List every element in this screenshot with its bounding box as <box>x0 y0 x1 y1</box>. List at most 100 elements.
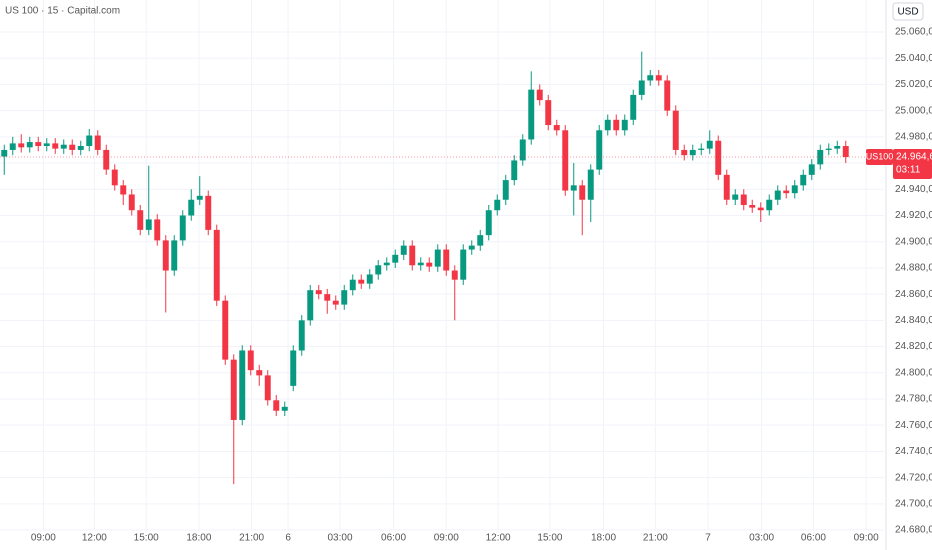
y-tick-label: 24.920,0 <box>895 210 932 221</box>
candle-body <box>409 245 416 266</box>
x-tick-label: 6 <box>285 533 291 544</box>
currency-box[interactable] <box>892 2 924 21</box>
candle-body <box>698 148 705 150</box>
candle-body <box>128 194 135 211</box>
y-tick-label: 24.860,0 <box>895 289 932 300</box>
candle-body <box>791 185 798 194</box>
y-tick-label: 24.760,0 <box>895 420 932 431</box>
candle-body <box>638 80 645 95</box>
candle-body <box>783 190 790 194</box>
candle-body <box>366 274 373 284</box>
x-tick-label: 12:00 <box>486 533 511 544</box>
candle-body <box>392 254 399 263</box>
candle-body <box>511 160 518 181</box>
candle-body <box>188 199 195 216</box>
candle-body <box>332 300 339 305</box>
x-tick-label: 09:00 <box>854 533 879 544</box>
candle-body <box>400 245 407 255</box>
candle-body <box>817 149 824 165</box>
candle-body <box>545 100 552 126</box>
candle-body <box>570 185 577 191</box>
y-tick-label: 24.720,0 <box>895 472 932 483</box>
candle-body <box>825 148 832 150</box>
candle-body <box>179 215 186 241</box>
y-tick-label: 25.000,0 <box>895 105 932 116</box>
candle-body <box>298 320 305 351</box>
x-tick-label: 06:00 <box>801 533 826 544</box>
x-tick-label: 09:00 <box>31 533 56 544</box>
x-tick-label: 12:00 <box>82 533 107 544</box>
price-label: 24.964,6 <box>896 152 932 163</box>
y-tick-label: 24.940,0 <box>895 184 932 195</box>
candle-body <box>69 144 76 150</box>
y-tick-label: 24.680,0 <box>895 525 932 536</box>
candle-body <box>596 130 603 170</box>
y-tick-label: 24.980,0 <box>895 131 932 142</box>
y-tick-label: 24.800,0 <box>895 367 932 378</box>
candle-body <box>434 249 441 267</box>
candle-body <box>426 262 433 267</box>
candle-body <box>196 195 203 200</box>
candle-body <box>375 265 382 275</box>
candle-body <box>315 290 322 295</box>
candle-body <box>587 169 594 200</box>
currency[interactable]: USD <box>897 7 918 18</box>
candle-body <box>647 75 654 81</box>
x-tick-label: 15:00 <box>537 533 562 544</box>
candle-body <box>137 210 144 230</box>
candle-body <box>579 185 586 200</box>
candle-body <box>239 350 246 420</box>
candle-body <box>230 359 237 420</box>
candle-body <box>52 143 59 149</box>
x-tick-label: 03:00 <box>749 533 774 544</box>
countdown: 03:11 <box>896 165 921 176</box>
candle-body <box>35 142 42 147</box>
candle-body <box>383 262 390 266</box>
candle-body <box>451 270 458 280</box>
candle-body <box>553 125 560 131</box>
candle-body <box>324 294 331 301</box>
x-tick-label: 18:00 <box>186 533 211 544</box>
candle-body <box>120 185 127 195</box>
candle-body <box>664 80 671 111</box>
candle-body <box>519 139 526 161</box>
symbol-label: US100 <box>866 151 894 161</box>
candle-body <box>307 290 314 321</box>
candle-body <box>562 130 569 191</box>
x-tick-label: 09:00 <box>434 533 459 544</box>
chart-title: US 100 · 15 · Capital.com <box>5 6 120 17</box>
x-tick-label: 21:00 <box>643 533 668 544</box>
candle-body <box>723 174 730 200</box>
candle-body <box>842 146 849 158</box>
y-tick-label: 24.900,0 <box>895 236 932 247</box>
candle-body <box>247 350 254 371</box>
candle-body <box>94 135 101 150</box>
candle-body <box>766 199 773 211</box>
candle-body <box>145 219 152 230</box>
candle-body <box>800 174 807 186</box>
candle-body <box>613 119 620 131</box>
symbol-tag <box>866 149 893 166</box>
candle-body <box>528 89 535 140</box>
candle-body <box>655 75 662 81</box>
candle-body <box>205 195 212 230</box>
candle-body <box>749 204 756 208</box>
candle-body <box>732 194 739 200</box>
candle-body <box>774 190 781 200</box>
candle-body <box>358 279 365 284</box>
x-tick-label: 21:00 <box>239 533 264 544</box>
x-tick-label: 18:00 <box>591 533 616 544</box>
y-tick-label: 24.700,0 <box>895 498 932 509</box>
candle-body <box>689 149 696 156</box>
candle-body <box>60 144 67 149</box>
x-tick-label: 7 <box>705 533 711 544</box>
candle-body <box>171 240 178 271</box>
candle-body <box>290 350 297 386</box>
y-tick-label: 24.880,0 <box>895 263 932 274</box>
candle-body <box>477 235 484 246</box>
candle-body <box>621 119 628 131</box>
y-tick-label: 25.040,0 <box>895 53 932 64</box>
candle-body <box>808 164 815 175</box>
y-tick-label: 25.020,0 <box>895 79 932 90</box>
